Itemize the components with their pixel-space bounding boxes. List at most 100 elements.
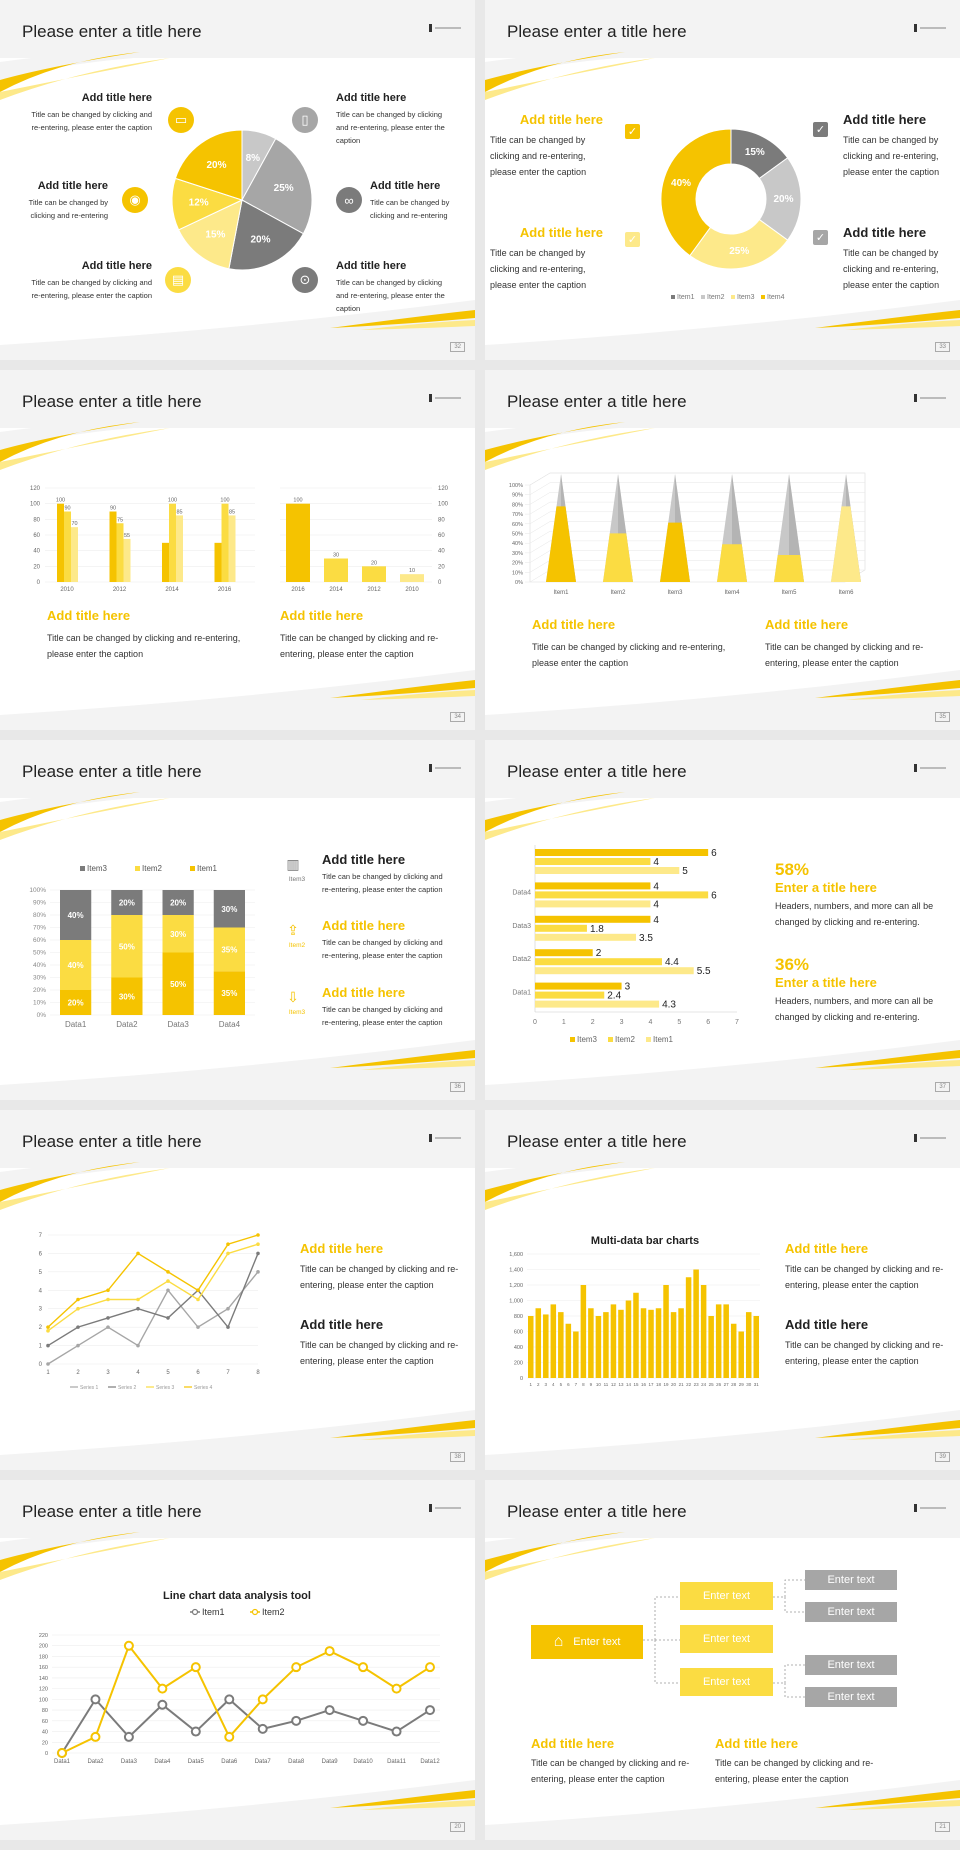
data-point	[106, 1316, 110, 1320]
add-title-heading: Add title here	[322, 852, 406, 867]
y-tick-label: 10%	[33, 1000, 46, 1007]
series-line	[47, 1234, 259, 1328]
company-logo	[914, 394, 948, 402]
cone-chart: 0% 10% 20% 30% 40% 50% 60% 70% 80% 90% 100% Item1 It…	[509, 472, 866, 596]
y-tick-label: 30%	[33, 975, 46, 982]
bar	[543, 1314, 549, 1378]
y-tick-label: 6	[39, 1251, 43, 1257]
pie-slice	[174, 129, 243, 201]
bar-value-label: 1.8	[590, 924, 604, 935]
branch-node: Enter text	[680, 1668, 773, 1696]
legend-swatch	[190, 866, 195, 871]
caption-text: Title can be changed by clicking and re-…	[715, 1758, 874, 1784]
x-tick-label: 15	[633, 1382, 639, 1387]
slide-title: Please enter a title here	[22, 22, 202, 41]
bar	[738, 1331, 744, 1378]
bar	[618, 1309, 624, 1378]
bar-value-label: 3.5	[639, 933, 653, 944]
node-label: Enter text	[827, 1606, 875, 1618]
bar	[565, 1323, 572, 1378]
y-tick-label: 1,400	[509, 1268, 523, 1274]
x-tick-label: 23	[694, 1382, 700, 1387]
y-tick-label: 140	[39, 1676, 48, 1682]
bar-value-label: 90	[64, 506, 70, 512]
x-tick-label: 26	[716, 1382, 722, 1387]
y-tick-label: Data3	[512, 923, 531, 930]
add-title-heading: Add title here	[336, 260, 407, 272]
data-point	[166, 1270, 170, 1274]
slide-title: Please enter a title here	[507, 1132, 687, 1151]
caption-text: Title can be changed by clicking and re-…	[532, 642, 726, 668]
cone-fill	[717, 544, 747, 582]
add-title-heading: Add title here	[532, 617, 616, 632]
bar	[678, 1308, 684, 1378]
series-line	[61, 1697, 431, 1754]
segment-label: 50%	[119, 942, 135, 951]
y-tick-label: 0%	[37, 1012, 47, 1019]
bar-value-label: 100	[220, 498, 229, 504]
donut-chart: 15% 20% 25% 40% Item1 Item2 Item3 Item4	[660, 128, 802, 301]
legend-label: Item2	[615, 1035, 636, 1044]
y-tick-label: 200	[514, 1361, 523, 1367]
page-number: 39	[935, 1452, 950, 1462]
legend-swatch	[671, 295, 675, 299]
y-tick-label: Data1	[512, 990, 531, 997]
y-tick-label: 80	[438, 517, 445, 523]
segment-label: 30%	[119, 992, 135, 1001]
hbar	[535, 967, 694, 975]
bar-value-label: 10	[409, 568, 415, 574]
legend-swatch	[570, 1037, 575, 1042]
legend-label: Item3	[737, 294, 755, 301]
data-point	[123, 1731, 134, 1742]
y-tick-label: 220	[39, 1633, 48, 1639]
bicycle-icon: ⊙	[292, 267, 318, 293]
y-tick-label: 80	[33, 517, 40, 523]
x-tick-label: 30	[746, 1382, 752, 1387]
x-tick-label: 7	[735, 1019, 739, 1026]
bar-value-label: 100	[293, 498, 302, 504]
bar	[715, 1304, 722, 1378]
slide-s19: Please enter a title here 39 Add title her…	[485, 1110, 960, 1470]
caption-text: Title can be changed by clicking and re-…	[336, 110, 445, 145]
x-tick-label: 13	[618, 1382, 624, 1387]
caption-text: Title can be changed by clicking and re-…	[47, 633, 241, 659]
bar-value-label: 75	[117, 517, 123, 523]
y-tick-label: 20	[33, 564, 40, 570]
slice-label: 25%	[729, 246, 749, 257]
branch-node: Enter text	[680, 1625, 773, 1653]
bar-value-label: 4	[653, 915, 659, 926]
x-tick-label: 5	[166, 1370, 170, 1376]
bar-value-label: 30	[333, 553, 339, 559]
y-tick-label: 0	[45, 1751, 48, 1757]
bar	[648, 1309, 654, 1378]
caption-text: Title can be changed by clicking and re-…	[336, 278, 445, 313]
checkbox-icon: ✓	[625, 124, 640, 139]
x-tick-label: 1	[530, 1382, 533, 1387]
x-tick-label: 29	[739, 1382, 745, 1387]
y-tick-label: 80%	[512, 502, 523, 508]
bar	[57, 503, 64, 582]
data-point	[136, 1251, 140, 1256]
company-logo	[429, 764, 463, 772]
pie-slice	[177, 199, 243, 270]
hbar	[535, 991, 605, 999]
data-point	[291, 1662, 302, 1673]
slide-title: Please enter a title here	[22, 762, 202, 781]
add-title-heading: Add title here	[785, 1241, 869, 1256]
connector-lines	[643, 1579, 805, 1698]
slide-s12: Please enter a title here 32 Add title her…	[0, 0, 475, 360]
data-point	[256, 1233, 260, 1237]
segment-label: 20%	[68, 999, 84, 1008]
x-tick-label: Item2	[610, 590, 626, 596]
page-number: 36	[450, 1082, 465, 1092]
x-tick-label: Data12	[420, 1759, 440, 1765]
bar	[708, 1316, 714, 1378]
data-point	[256, 1242, 260, 1247]
data-point	[256, 1251, 260, 1256]
bar-value-label: 100	[168, 498, 177, 504]
x-tick-label: 2012	[367, 587, 381, 593]
legend-swatch	[761, 295, 765, 299]
stacked-segment	[213, 890, 245, 928]
